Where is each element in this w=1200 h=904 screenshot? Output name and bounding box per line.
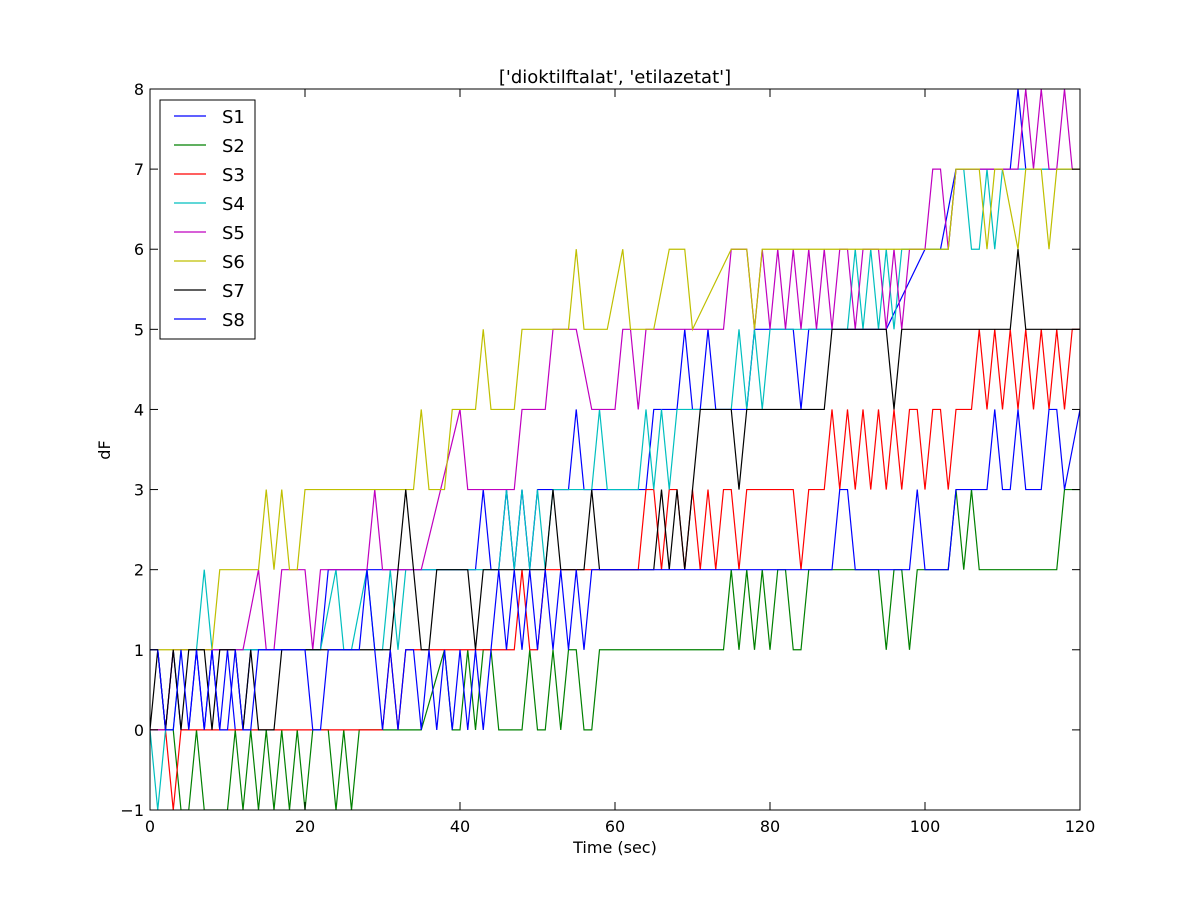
y-tick-label: 2 — [134, 561, 144, 580]
y-tick-label: 1 — [134, 641, 144, 660]
y-tick-label: 4 — [134, 400, 144, 419]
series-layer — [150, 89, 1080, 810]
x-tick-label: 60 — [605, 817, 625, 836]
legend: S1 S2 S3 S4 S5 S6 S7 S8 — [159, 99, 256, 340]
x-axis-label: Time (sec) — [572, 838, 657, 857]
legend-label-s2: S2 — [222, 136, 245, 157]
y-axis: −1 0 1 2 3 4 5 6 7 8 — [120, 80, 1080, 820]
series-line-s7 — [150, 249, 1080, 731]
x-tick-label: 0 — [145, 817, 155, 836]
legend-label-s8: S8 — [222, 310, 245, 331]
y-tick-label: 5 — [134, 320, 144, 339]
y-tick-label: 0 — [134, 721, 144, 740]
legend-label-s7: S7 — [222, 281, 245, 302]
y-tick-label: 7 — [134, 160, 144, 179]
y-tick-label: 6 — [134, 240, 144, 259]
y-tick-label: 8 — [134, 80, 144, 99]
legend-box — [159, 99, 256, 340]
y-axis-label: dF — [95, 440, 114, 459]
chart-title: ['dioktilftalat', 'etilazetat'] — [499, 67, 731, 88]
legend-label-s5: S5 — [222, 223, 245, 244]
x-axis: 0 20 40 60 80 100 120 — [145, 89, 1095, 836]
x-tick-label: 40 — [450, 817, 470, 836]
x-tick-label: 80 — [760, 817, 780, 836]
legend-label-s3: S3 — [222, 165, 245, 186]
legend-label-s4: S4 — [222, 194, 245, 215]
series-line-s8 — [150, 408, 1080, 731]
x-tick-label: 100 — [910, 817, 941, 836]
legend-label-s6: S6 — [222, 252, 245, 273]
legend-label-s1: S1 — [222, 107, 245, 128]
y-tick-label: −1 — [120, 801, 144, 820]
x-tick-label: 120 — [1065, 817, 1096, 836]
y-tick-label: 3 — [134, 481, 144, 500]
x-tick-label: 20 — [295, 817, 315, 836]
series-line-s6 — [150, 168, 1080, 651]
